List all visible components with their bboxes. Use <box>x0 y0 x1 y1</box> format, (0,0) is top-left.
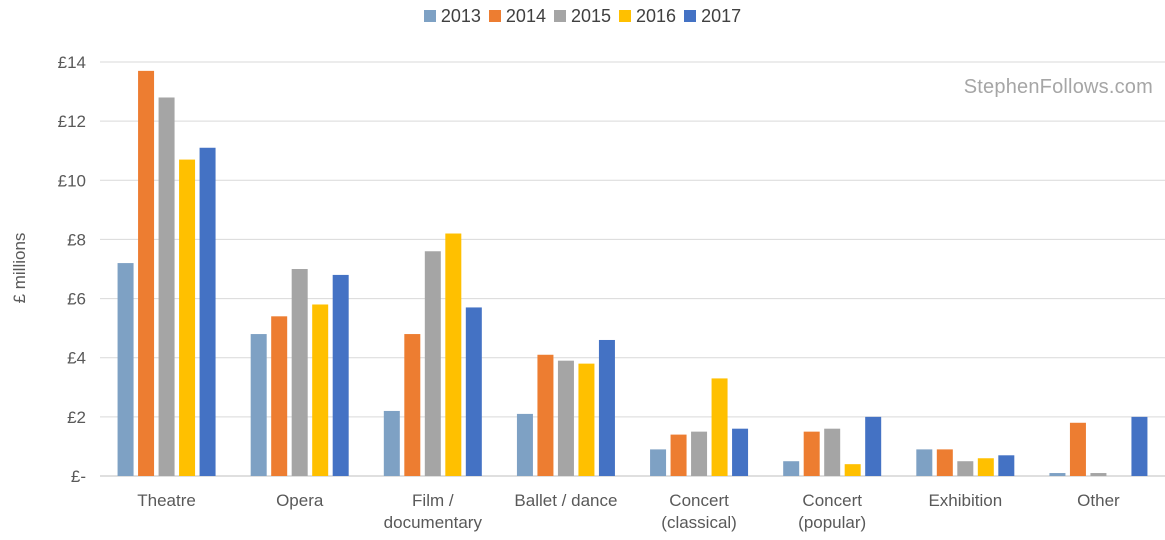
bar-2015 <box>557 360 574 476</box>
bar-2016 <box>711 378 728 476</box>
bar-2017 <box>465 307 482 476</box>
x-tick-label: Exhibition <box>928 491 1002 510</box>
x-tick-label: Film / documentary <box>384 491 483 532</box>
x-tick-label: Theatre <box>137 491 196 510</box>
bar-2016 <box>977 458 994 476</box>
bar-2017 <box>865 416 882 476</box>
bar-2016 <box>578 363 595 476</box>
bar-2017 <box>598 339 615 476</box>
y-tick-label: £- <box>71 467 86 486</box>
bar-2016 <box>844 464 861 476</box>
bar-2016 <box>445 233 462 476</box>
bar-2013 <box>383 410 400 476</box>
x-tick-label: Concert (popular) <box>798 491 866 532</box>
y-tick-label: £2 <box>67 408 86 427</box>
bar-2014 <box>936 449 953 476</box>
y-tick-label: £10 <box>58 171 86 190</box>
bar-2013 <box>650 449 667 476</box>
legend-swatch <box>553 10 566 22</box>
legend-swatch <box>488 10 501 22</box>
legend-item: 2016 <box>619 6 676 27</box>
bar-2015 <box>424 251 441 476</box>
x-tick-label: Opera <box>276 491 324 510</box>
watermark: StephenFollows.com <box>963 76 1153 98</box>
legend-label: 2015 <box>570 6 612 26</box>
legend-label: 2013 <box>440 6 481 26</box>
legend-item: 2013 <box>423 6 481 27</box>
bar-2017 <box>732 428 749 476</box>
y-tick-label: £4 <box>67 349 86 368</box>
bar-2014 <box>404 334 421 476</box>
bar-2014 <box>271 316 288 476</box>
x-tick-label: Ballet / dance <box>514 491 617 510</box>
legend-item: 2014 <box>488 6 546 27</box>
legend-swatch <box>619 10 632 22</box>
legend: 2013 2014 2015 2016 2017 <box>0 6 1165 27</box>
bar-2013 <box>1049 473 1066 476</box>
y-tick-label: £8 <box>67 230 86 249</box>
bar-2014 <box>803 431 820 476</box>
bar-2013 <box>117 263 134 476</box>
legend-swatch <box>684 10 697 22</box>
bar-2015 <box>291 269 308 476</box>
bar-2014 <box>670 434 687 476</box>
y-tick-label: £12 <box>58 112 86 131</box>
bar-2017 <box>1131 416 1148 476</box>
bar-2014 <box>537 354 554 476</box>
legend-label: 2016 <box>636 6 677 26</box>
bar-2017 <box>998 455 1015 476</box>
bar-2013 <box>783 461 800 476</box>
bar-2014 <box>138 70 155 476</box>
bar-2017 <box>199 147 216 476</box>
bar-2013 <box>916 449 933 476</box>
legend-item: 2017 <box>684 6 741 27</box>
y-tick-label: £14 <box>58 53 86 72</box>
legend-swatch <box>423 10 436 22</box>
bar-2013 <box>516 413 533 476</box>
legend-item: 2015 <box>553 6 612 27</box>
x-tick-label: Other <box>1077 491 1120 510</box>
bar-2015 <box>1090 473 1107 476</box>
bar-2015 <box>691 431 708 476</box>
bar-2015 <box>957 461 974 476</box>
bar-2016 <box>312 304 329 476</box>
legend-label: 2017 <box>701 6 742 26</box>
x-tick-label: Concert (classical) <box>661 491 737 532</box>
bar-2016 <box>179 159 196 477</box>
legend-label: 2014 <box>505 6 546 26</box>
bar-2013 <box>250 334 267 476</box>
bar-2015 <box>824 428 841 476</box>
bar-2014 <box>1069 422 1086 476</box>
y-tick-label: £6 <box>67 290 86 309</box>
bar-2015 <box>158 97 175 476</box>
bar-2017 <box>332 274 349 476</box>
